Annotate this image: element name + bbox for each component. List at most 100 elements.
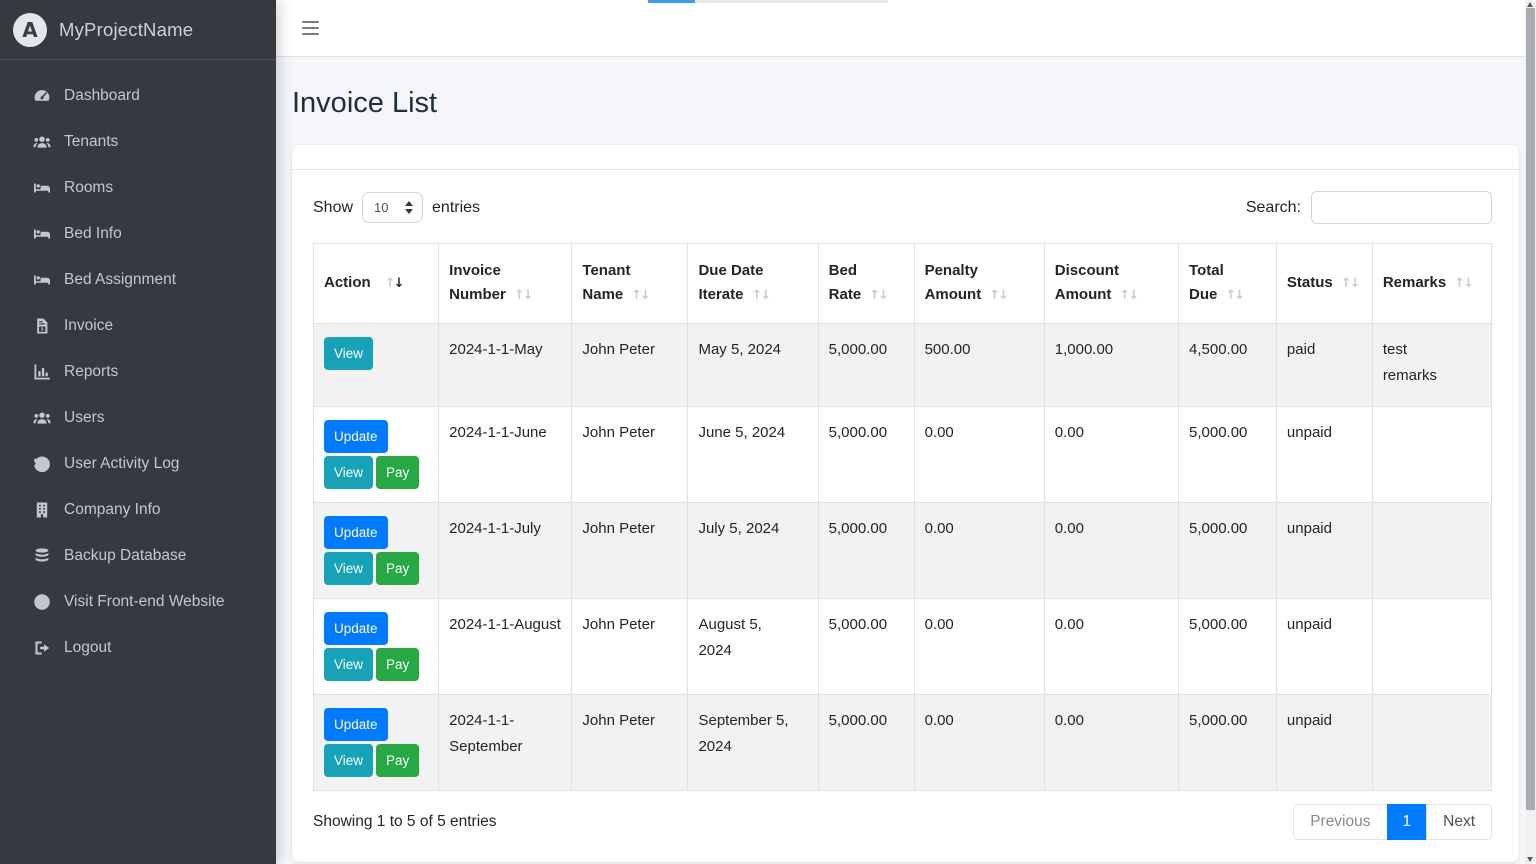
cell-penalty-amount: 0.00 [913,502,1045,599]
cell-discount-amount: 0.00 [1043,694,1180,791]
sort-icon: ↑↓ [631,288,651,303]
update-button[interactable]: Update [324,516,388,549]
sidebar-item-label: Invoice [64,317,114,334]
sidebar-item-users[interactable]: Users [0,395,276,441]
sidebar-item-dashboard[interactable]: Dashboard [0,73,276,119]
datatable-toolbar: Show 10 entries Search: [313,191,1492,224]
sidebar-item-visit-frontend-website[interactable]: Visit Front-end Website [0,579,276,625]
cell-invoice-number: 2024-1-1-June [438,406,573,503]
sidebar-item-label: Reports [64,363,119,380]
sidebar-item-logout[interactable]: Logout [0,625,276,671]
sidebar-item-user-activity-log[interactable]: User Activity Log [0,441,276,487]
column-header-status[interactable]: Status ↑↓ [1275,243,1373,324]
history-icon [31,455,52,473]
sidebar-item-label: Logout [64,639,112,656]
sidebar-item-rooms[interactable]: Rooms [0,165,276,211]
sort-icon: ↑↓ [1119,288,1139,303]
cell-invoice-number: 2024-1-1-May [438,323,573,407]
pagination-next[interactable]: Next [1426,804,1492,840]
hamburger-icon[interactable] [302,21,319,35]
sidebar-item-invoice[interactable]: $ Invoice [0,303,276,349]
file-invoice-dollar-icon: $ [31,317,52,335]
cell-discount-amount: 1,000.00 [1043,323,1180,407]
table-row: Update View Pay 2024-1-1-June John Peter J… [312,406,1493,503]
search-label: Search: [1245,198,1301,216]
globe-icon [31,593,52,611]
sidebar-item-label: Rooms [64,179,114,196]
column-header-invoice-number[interactable]: Invoice Number ↑↓ [438,243,573,324]
cell-due-date: September 5, 2024 [687,694,819,791]
cell-penalty-amount: 0.00 [913,598,1045,695]
column-header-due-date-iterate[interactable]: Due Date Iterate ↑↓ [687,243,819,324]
cell-invoice-number: 2024-1-1-September [438,694,573,791]
scrollbar-down-arrow-icon[interactable] [1527,857,1533,862]
cell-status: paid [1275,323,1373,407]
view-button[interactable]: View [324,744,374,777]
cell-action: Update View Pay [312,502,440,599]
pagination-page-1[interactable]: 1 [1386,804,1428,840]
sort-icon: ↑↓ [751,288,772,303]
page-length-select[interactable]: 10 [362,192,424,223]
page-length-value: 10 [374,200,389,215]
cell-bed-rate: 5,000.00 [817,406,915,503]
invoice-table: Action ↑↓ Invoice Number ↑↓ Tenant Name ↑↓ … [312,243,1493,791]
update-button[interactable]: Update [324,708,388,741]
pay-button[interactable]: Pay [376,648,420,681]
sort-icon: ↑↓ [1454,276,1474,291]
pagination-previous[interactable]: Previous [1293,804,1388,840]
table-row: Update View Pay 2024-1-1-August John Peter… [312,598,1493,695]
page-length-control: Show 10 entries [313,192,480,223]
sort-icon: ↑↓ [1340,276,1361,291]
column-header-action[interactable]: Action ↑↓ [312,243,440,324]
scrollbar-thumb[interactable] [1526,8,1535,810]
sidebar-item-company-info[interactable]: Company Info [0,487,276,533]
cell-action: Update View Pay [312,694,440,791]
sidebar-menu: Dashboard Tenants Rooms Bed Info Bed Ass… [0,60,276,671]
sidebar-item-bed-info[interactable]: Bed Info [0,211,276,257]
sidebar-item-reports[interactable]: Reports [0,349,276,395]
building-icon [31,501,52,519]
sidebar-item-label: Bed Info [64,225,122,242]
pay-button[interactable]: Pay [376,744,420,777]
search-input[interactable] [1311,191,1492,224]
column-header-remarks[interactable]: Remarks ↑↓ [1371,243,1493,324]
content-area: Invoice List Show 10 entries Search: [276,57,1536,864]
view-button[interactable]: View [324,337,374,370]
view-button[interactable]: View [324,456,374,489]
sort-icon: ↑↓ [384,276,405,291]
column-header-penalty-amount[interactable]: Penalty Amount ↑↓ [913,243,1045,324]
view-button[interactable]: View [324,552,374,585]
search-control: Search: [1246,191,1492,224]
app-logo-icon: A [13,12,47,47]
bed-icon [31,225,52,243]
sidebar-item-bed-assignment[interactable]: Bed Assignment [0,257,276,303]
column-header-tenant-name[interactable]: Tenant Name ↑↓ [571,243,689,324]
card-header [292,145,1519,170]
users-icon [31,409,52,427]
cell-discount-amount: 0.00 [1043,598,1180,695]
cell-bed-rate: 5,000.00 [817,694,915,791]
table-info: Showing 1 to 5 of 5 entries [313,813,497,830]
cell-tenant-name: John Peter [571,323,689,407]
sidebar-item-tenants[interactable]: Tenants [0,119,276,165]
update-button[interactable]: Update [324,612,388,645]
header-row: Action ↑↓ Invoice Number ↑↓ Tenant Name ↑↓ … [312,243,1493,324]
main-area: Invoice List Show 10 entries Search: [276,0,1536,864]
sidebar-item-backup-database[interactable]: Backup Database [0,533,276,579]
bed-icon [31,179,52,197]
cell-bed-rate: 5,000.00 [817,323,915,407]
vertical-scrollbar[interactable] [1525,0,1536,864]
pay-button[interactable]: Pay [376,456,420,489]
sort-icon: ↑↓ [989,288,1009,303]
column-header-total-due[interactable]: Total Due ↑↓ [1178,243,1277,324]
scrollbar-up-arrow-icon[interactable] [1527,2,1533,7]
column-header-bed-rate[interactable]: Bed Rate ↑↓ [817,243,915,324]
view-button[interactable]: View [324,648,374,681]
column-header-discount-amount[interactable]: Discount Amount ↑↓ [1043,243,1180,324]
cell-remarks [1371,502,1493,599]
sort-icon: ↑↓ [513,288,534,303]
update-button[interactable]: Update [324,420,388,453]
pay-button[interactable]: Pay [376,552,420,585]
brand[interactable]: A MyProjectName [0,0,276,60]
cell-due-date: August 5, 2024 [687,598,819,695]
